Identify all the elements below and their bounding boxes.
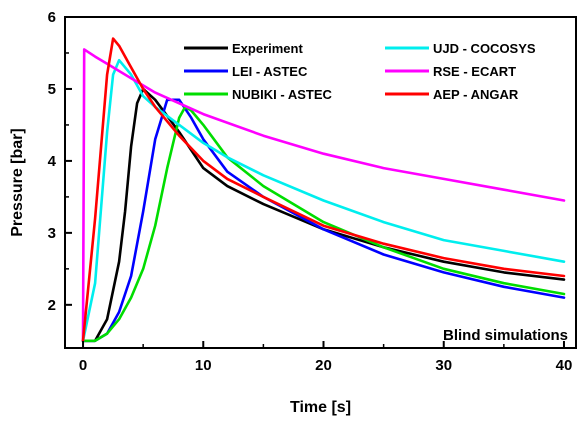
y-tick-label: 6	[48, 9, 56, 26]
y-axis-title: Pressure [bar]	[9, 128, 26, 237]
series-line-aep-angar	[81, 37, 566, 343]
y-tick-label: 5	[48, 81, 56, 98]
y-tick-label: 4	[48, 153, 57, 170]
x-tick-label: 20	[315, 357, 332, 374]
annotation-blind-simulations: Blind simulations	[443, 327, 568, 344]
x-tick-label: 0	[79, 357, 87, 374]
x-tick-label: 30	[435, 357, 452, 374]
series-line-rse-ecart	[81, 48, 566, 343]
legend-label: RSE - ECART	[433, 64, 516, 79]
legend-label: NUBIKI - ASTEC	[232, 87, 333, 102]
legend-label: LEI - ASTEC	[232, 64, 308, 79]
x-tick-label: 10	[195, 357, 212, 374]
plot-frame	[64, 16, 577, 349]
legend: Experiment LEI - ASTEC NUBIKI - ASTEC UJD -…	[184, 41, 536, 102]
legend-label: UJD - COCOSYS	[433, 41, 536, 56]
legend-label: AEP - ANGAR	[433, 87, 519, 102]
series-line-ujd-cocosys	[81, 58, 566, 343]
series-layer	[81, 37, 566, 343]
y-tick-label: 2	[48, 297, 56, 314]
x-tick-label: 40	[556, 357, 573, 374]
axes: 0 10 20 30 40 2 3 4 5 6	[48, 9, 577, 374]
legend-label: Experiment	[232, 41, 303, 56]
y-tick-label: 3	[48, 225, 56, 242]
x-axis-title: Time [s]	[290, 399, 351, 416]
